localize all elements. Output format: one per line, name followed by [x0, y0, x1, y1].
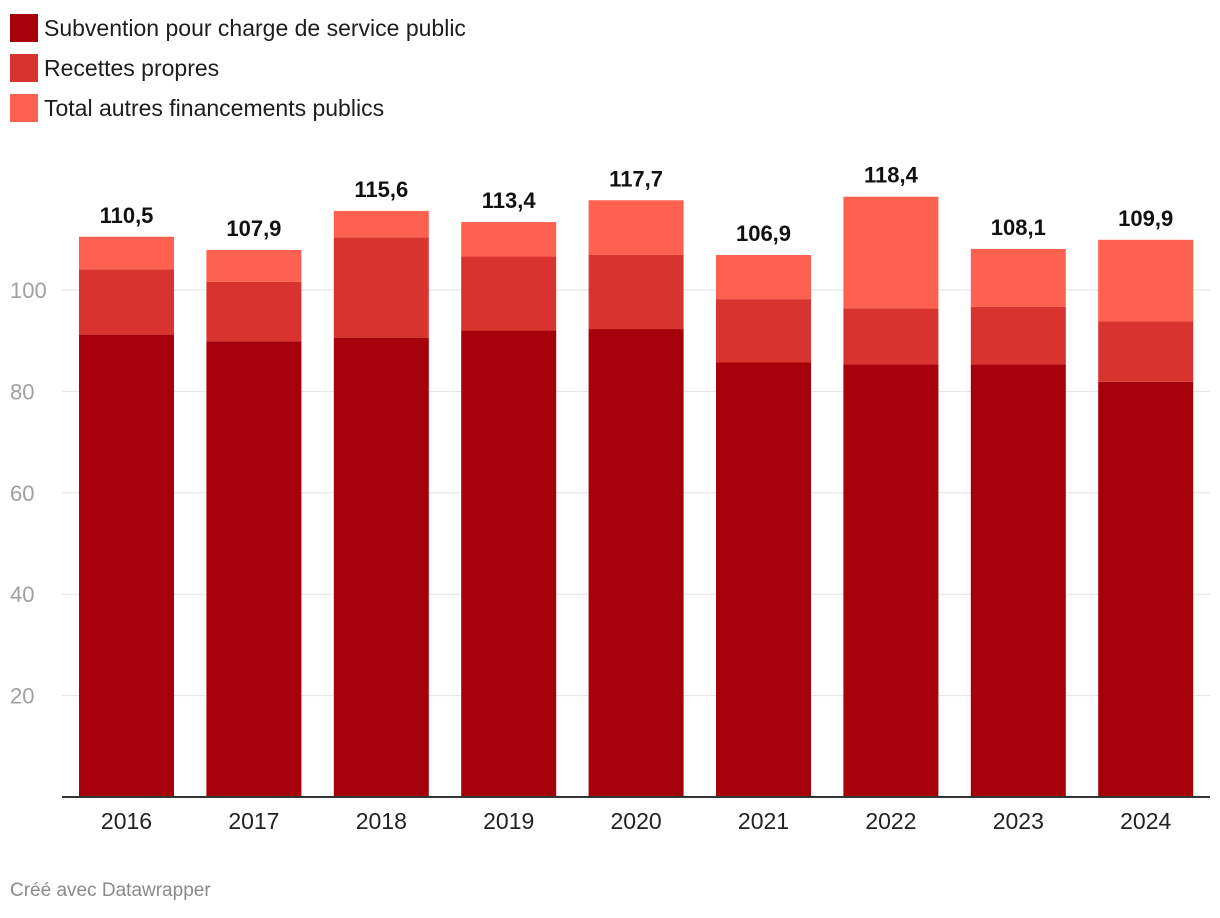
x-tick-label: 2018: [356, 808, 407, 834]
bar-segment-2: [843, 308, 939, 365]
bar-segment-1: [1098, 381, 1194, 797]
bar-segment-3: [206, 249, 302, 282]
legend-swatch: [10, 14, 38, 42]
y-tick-label: 80: [10, 379, 34, 404]
x-tick-label: 2022: [865, 808, 916, 834]
bar-total-label: 117,7: [609, 166, 663, 191]
legend-label: Total autres financements publics: [44, 94, 385, 121]
legend-swatch: [10, 94, 38, 122]
bar-segment-3: [333, 210, 429, 238]
bar-total-label: 109,9: [1118, 206, 1173, 231]
total-labels: 110,5 107,9 115,6 113,4 117,7 106,9 118,4 108,1…: [100, 163, 1174, 246]
bar-total-label: 106,9: [736, 221, 791, 246]
legend-item: Recettes propres: [10, 48, 466, 88]
bar-total-label: 118,4: [864, 163, 919, 188]
x-tick-label: 2017: [228, 808, 279, 834]
bar-segment-2: [79, 269, 174, 335]
x-axis-ticks: 2016 2017 2018 2019 2020 2021 2022 2023 2024: [101, 808, 1172, 834]
y-tick-label: 20: [10, 684, 34, 709]
x-tick-label: 2024: [1120, 808, 1171, 834]
bar-segment-3: [716, 255, 811, 300]
x-tick-label: 2021: [738, 808, 789, 834]
legend-swatch: [10, 54, 38, 82]
y-axis-ticks: 20 40 60 80 100: [10, 278, 47, 709]
legend-label: Recettes propres: [44, 54, 220, 81]
bar-segment-1: [843, 364, 939, 797]
bar-total-label: 115,6: [354, 177, 408, 202]
bar-segment-2: [588, 255, 684, 330]
bar-segment-1: [588, 329, 684, 797]
footer-credit: Créé avec Datawrapper: [10, 880, 211, 901]
legend-item: Total autres financements publics: [10, 88, 466, 128]
bar-segment-3: [1098, 239, 1194, 322]
bar-segment-1: [461, 330, 557, 797]
bar-segment-1: [716, 362, 811, 797]
y-tick-label: 100: [10, 278, 47, 303]
y-tick-label: 60: [10, 481, 34, 506]
bar-segment-2: [206, 281, 302, 342]
y-tick-label: 40: [10, 582, 34, 607]
x-tick-label: 2016: [101, 808, 152, 834]
chart-legend: Subvention pour charge de service public…: [10, 8, 466, 128]
bar-total-label: 107,9: [226, 216, 281, 241]
bar-segment-2: [970, 306, 1066, 365]
bar-segment-3: [843, 196, 939, 309]
x-tick-label: 2023: [993, 808, 1044, 834]
legend-label: Subvention pour charge de service public: [44, 14, 466, 41]
bar-total-label: 113,4: [482, 188, 537, 213]
bar-segment-1: [206, 341, 302, 797]
bar-segment-1: [333, 337, 429, 797]
bar-total-label: 108,1: [991, 215, 1046, 240]
bar-segment-3: [79, 236, 174, 270]
bar-segment-1: [970, 364, 1066, 797]
bar-total-label: 110,5: [100, 203, 154, 228]
legend-item: Subvention pour charge de service public: [10, 8, 466, 48]
bars: [79, 196, 1194, 797]
x-tick-label: 2020: [611, 808, 662, 834]
bar-segment-2: [333, 237, 429, 338]
bar-segment-2: [461, 256, 557, 331]
x-tick-label: 2019: [483, 808, 534, 834]
bar-segment-3: [461, 222, 557, 257]
bar-segment-2: [1098, 321, 1194, 382]
bar-segment-2: [716, 299, 811, 363]
bar-segment-3: [970, 248, 1066, 307]
bar-segment-3: [588, 200, 684, 256]
bar-segment-1: [79, 334, 174, 797]
